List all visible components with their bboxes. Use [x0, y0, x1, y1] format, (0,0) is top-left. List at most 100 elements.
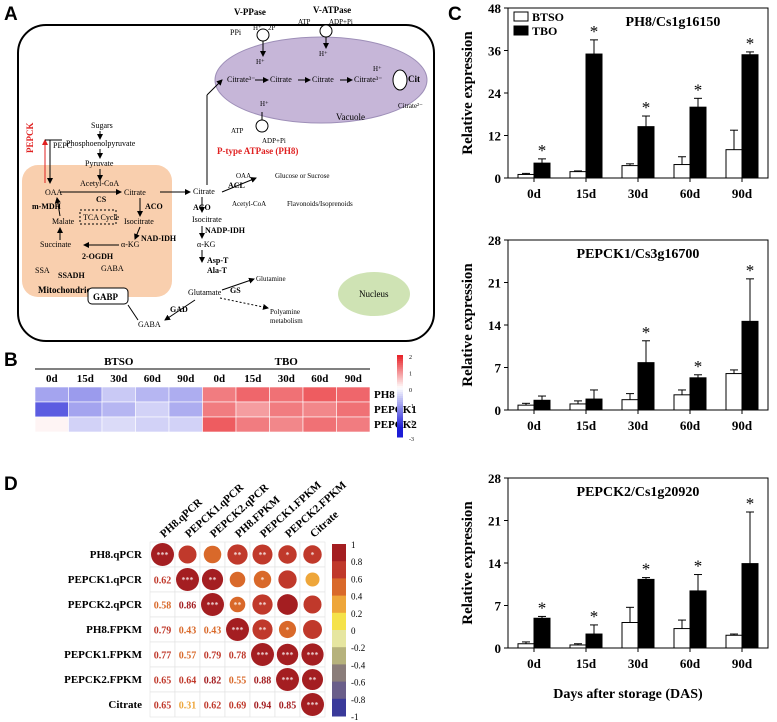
svg-text:GAD: GAD [170, 305, 188, 314]
svg-text:Citrate: Citrate [312, 75, 334, 84]
corr-cell [199, 691, 226, 718]
svg-text:TCA Cycle: TCA Cycle [83, 213, 120, 222]
corr-row-label: PEPCK2.qPCR [68, 599, 143, 611]
svg-text:Citrate: Citrate [124, 188, 146, 197]
heatmap-cell [34, 401, 69, 418]
y-tick-label: 14 [488, 318, 502, 333]
heatmap-scale-segment [397, 434, 403, 438]
y-tick-label: 14 [488, 556, 502, 571]
heatmap-scale-segment [397, 383, 403, 387]
svg-text:PEPC: PEPC [53, 141, 72, 150]
bar-tbo [741, 320, 759, 411]
heatmap-scale-segment [397, 357, 403, 360]
y-tick-label: 36 [488, 44, 502, 59]
corr-star: * [286, 626, 290, 635]
corr-circle [252, 619, 273, 640]
corr-colorbar-segment [332, 677, 346, 683]
heatmap-scale-segment [397, 426, 403, 430]
heatmap-cell [68, 401, 103, 418]
corr-cell [149, 691, 176, 718]
heatmap-cell [34, 386, 69, 403]
corr-colorbar-segment [332, 552, 346, 558]
heatmap-scale-segment [397, 387, 403, 391]
corr-cell [224, 641, 251, 668]
svg-text:Malate: Malate [52, 217, 75, 226]
corr-star: ** [259, 601, 267, 610]
heatmap-gene-label: PEPCK1 [374, 404, 417, 416]
legend-label: BTSO [532, 10, 564, 24]
corr-cell [249, 666, 276, 693]
significance-marker: * [694, 80, 703, 99]
bar-tbo [689, 377, 707, 411]
legend-label: TBO [532, 24, 557, 38]
heatmap-cell [101, 386, 136, 403]
bar-tbo [689, 590, 707, 649]
corr-cell [199, 641, 226, 668]
svg-text:H⁺: H⁺ [319, 50, 328, 58]
heatmap-cell [302, 386, 337, 403]
significance-marker: * [642, 323, 651, 342]
bar-btso [517, 404, 535, 411]
svg-text:SSADH: SSADH [58, 271, 85, 280]
heatmap-scale-segment [397, 363, 403, 366]
y-tick-label: 24 [488, 86, 502, 101]
corr-cell [224, 691, 251, 718]
heatmap-gene-label: PEPCK2 [374, 419, 417, 431]
corr-value: 0.79 [204, 651, 222, 662]
bar-tbo [585, 53, 603, 179]
bar-chart: PEPCK1/Cs3g16700 0 7 14 21 28 Relative express… [460, 233, 769, 433]
heatmap-cell [302, 416, 337, 433]
corr-cell [174, 591, 201, 618]
bar-chart: PEPCK2/Cs1g20920 0 7 14 21 28 Relative express… [460, 471, 769, 702]
heatmap-scale-segment [397, 422, 403, 426]
x-tick-label: 60d [680, 418, 701, 433]
corr-value: 0.62 [154, 576, 172, 587]
heatmap-cell [235, 401, 270, 418]
corr-colorbar-segment [332, 561, 346, 566]
corr-row-label: PEPCK1.FPKM [64, 649, 143, 661]
v-atpase-pump: V-ATPase ATP ADP+Pi H⁺ [298, 5, 353, 58]
heatmap-cell [101, 401, 136, 418]
corr-circle [278, 620, 297, 639]
x-tick-label: 90d [732, 656, 753, 671]
bar-btso [673, 164, 691, 179]
heatmap-day-label: 60d [144, 373, 161, 385]
significance-marker: * [694, 557, 703, 576]
corr-colorbar-segment [332, 569, 346, 575]
heatmap-cell [34, 416, 69, 433]
x-tick-label: 15d [576, 656, 597, 671]
corr-colorbar-tick: -0.6 [351, 678, 366, 688]
significance-marker: * [538, 141, 547, 160]
x-tick-label: 0d [527, 656, 542, 671]
heatmap-day-label: 90d [345, 373, 362, 385]
x-tick-label: 90d [732, 418, 753, 433]
corr-circle [303, 620, 322, 639]
heatmap-cell [202, 416, 237, 433]
panel-label-b: B [4, 350, 18, 371]
corr-colorbar-segment [332, 556, 346, 562]
y-axis-label: Relative expression [460, 501, 476, 625]
bar-tbo [637, 126, 655, 179]
corr-value: 0.86 [179, 601, 197, 612]
corr-star: *** [182, 576, 194, 585]
corr-colorbar-segment [332, 621, 346, 627]
svg-text:SSA: SSA [35, 266, 50, 275]
heatmap-scale-segment [397, 389, 403, 393]
corr-colorbar-segment [332, 703, 346, 708]
corr-value: 0.85 [279, 701, 297, 712]
bar-tbo [585, 398, 603, 411]
svg-text:Phosphoenolpyruvate: Phosphoenolpyruvate [66, 139, 136, 148]
heatmap-cell [135, 401, 170, 418]
svg-text:PPi: PPi [230, 28, 242, 37]
corr-colorbar-segment [332, 685, 346, 691]
heatmap-scale-segment [397, 379, 403, 383]
corr-value: 0.43 [204, 626, 222, 637]
heatmap-day-label: 60d [311, 373, 328, 385]
corr-star: ** [209, 576, 217, 585]
heatmap-scale-segment [397, 375, 403, 379]
corr-circle [276, 643, 299, 666]
heatmap-scale-segment [397, 414, 403, 417]
corr-star: ** [234, 551, 242, 560]
heatmap-day-label: 30d [278, 373, 295, 385]
heatmap-scale-segment [397, 410, 403, 413]
